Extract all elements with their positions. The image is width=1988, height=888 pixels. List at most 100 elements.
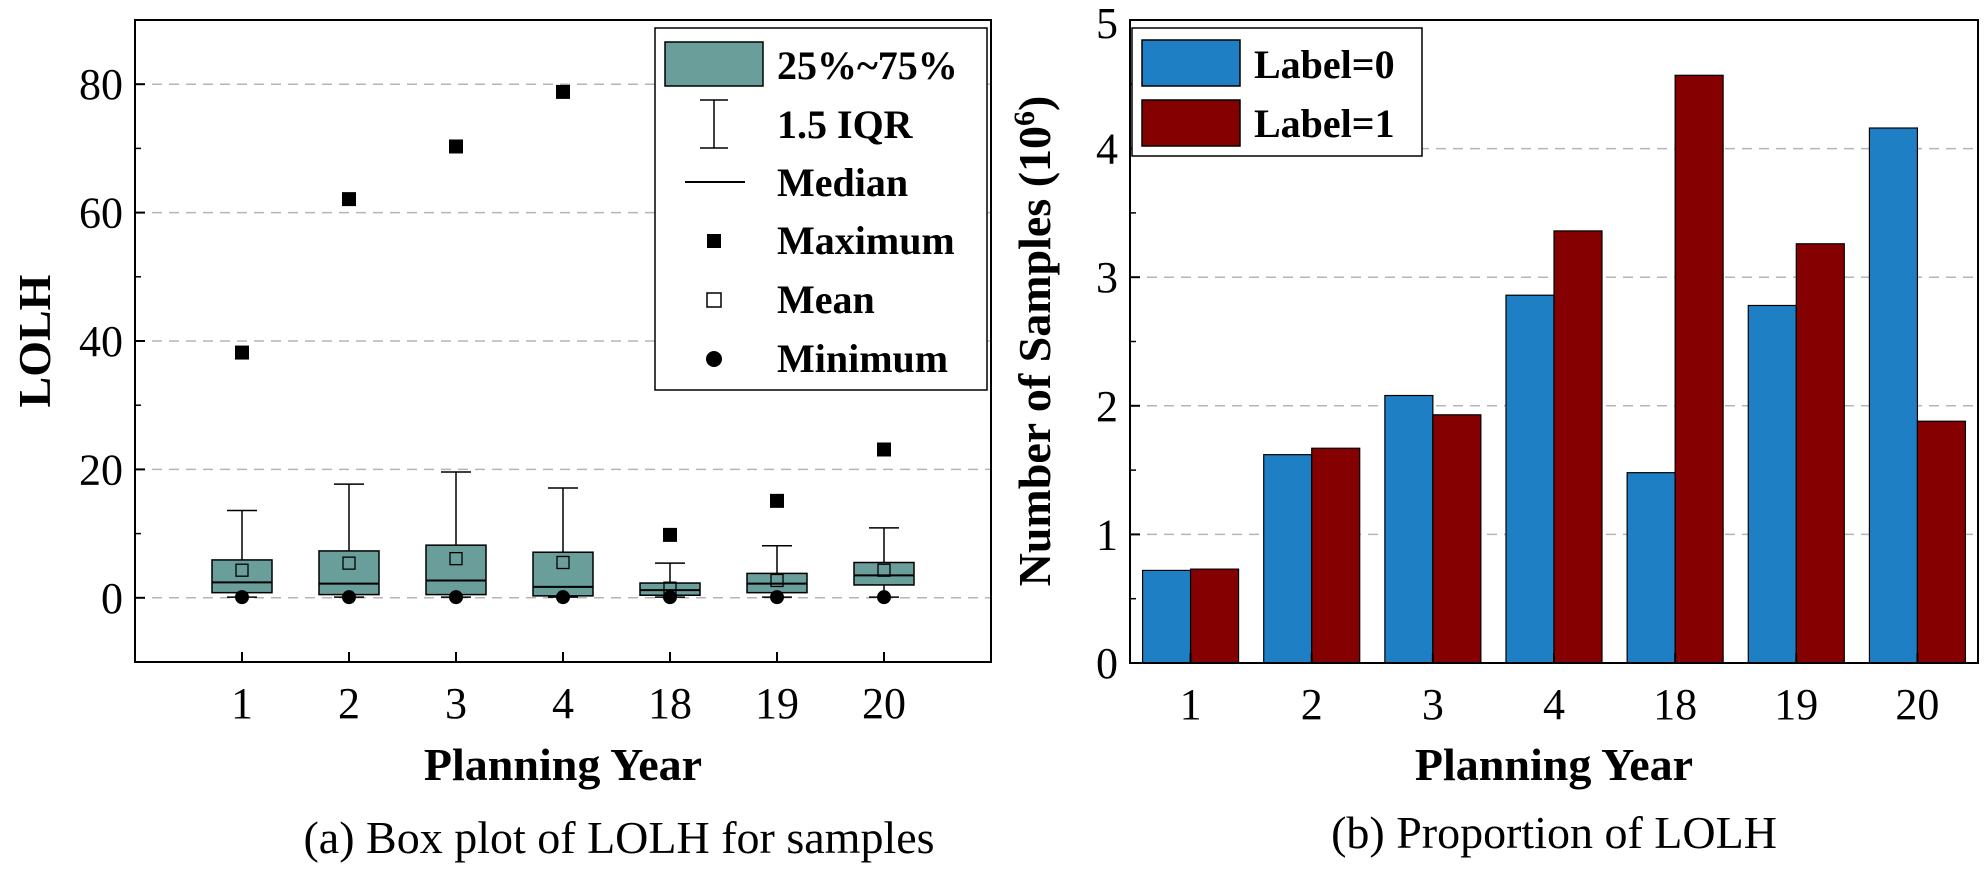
legend-swatch-mean	[706, 292, 722, 308]
minimum-marker	[556, 590, 570, 605]
y-tick-label: 20	[79, 445, 123, 494]
maximum-marker	[342, 192, 356, 207]
bar-label-1-year-19	[1795, 243, 1845, 664]
mean-marker	[342, 556, 356, 570]
maximum-marker	[770, 493, 784, 508]
box-year-20	[853, 442, 915, 605]
box-year-4	[532, 84, 594, 605]
y-tick-label: 40	[79, 317, 123, 366]
x-tick-label: 2	[1301, 680, 1323, 729]
legend-swatch-label-0	[1141, 39, 1241, 87]
y-axis: 0 20 40 60 80	[79, 60, 145, 623]
box-year-19	[746, 493, 808, 605]
y-axis-title: LOLH	[9, 274, 60, 407]
maximum-marker	[663, 527, 677, 542]
legend-label-0: Label=0	[1254, 42, 1395, 87]
x-tick-label: 18	[648, 679, 692, 728]
y-axis-title-end: )	[1009, 96, 1060, 111]
y-axis: 0 1 2 3 4 5	[1096, 0, 1140, 688]
x-tick-label: 19	[1774, 680, 1818, 729]
bar-label-0-year-19	[1747, 304, 1797, 664]
y-tick-label: 2	[1096, 382, 1118, 431]
legend-label-minimum: Minimum	[777, 336, 948, 381]
x-tick-label: 18	[1653, 680, 1697, 729]
minimum-marker	[342, 590, 356, 605]
x-tick-label: 3	[445, 679, 467, 728]
bar-label-1-year-1	[1189, 568, 1240, 664]
box-year-2	[318, 192, 380, 605]
x-tick-label: 1	[231, 679, 253, 728]
legend-label-1: Label=1	[1254, 101, 1395, 146]
mean-marker	[770, 573, 784, 588]
legend-swatch-label-1	[1141, 99, 1241, 147]
legend-label-whisker: 1.5 IQR	[777, 102, 914, 147]
iqr-box	[425, 544, 487, 596]
minimum-marker	[235, 590, 249, 605]
legend-swatch-iqr-box	[664, 41, 764, 87]
y-tick-label: 3	[1096, 253, 1118, 302]
bar-label-1-year-18	[1674, 74, 1724, 664]
box-year-1	[211, 345, 273, 605]
x-tick-label: 2	[338, 679, 360, 728]
bar-series	[1141, 74, 1967, 664]
legend-swatch-maximum	[707, 234, 721, 248]
maximum-marker	[449, 139, 463, 154]
y-tick-label: 0	[1096, 639, 1118, 688]
maximum-marker	[877, 442, 891, 457]
bar-label-0-year-2	[1263, 454, 1313, 664]
y-tick-label: 4	[1096, 125, 1118, 174]
y-tick-label: 5	[1096, 0, 1118, 48]
bar-label-1-year-20	[1916, 420, 1967, 664]
bar-label-0-year-4	[1505, 294, 1555, 664]
bar-label-0-year-18	[1626, 472, 1676, 664]
y-axis-title-text: Number of Samples (10	[1009, 126, 1060, 586]
panel-caption: (a) Box plot of LOLH for samples	[303, 812, 934, 863]
legend-label-mean: Mean	[777, 277, 875, 322]
minimum-marker	[770, 590, 784, 605]
bar-label-1-year-2	[1311, 447, 1361, 664]
y-tick-label: 80	[79, 60, 123, 109]
box-year-3	[425, 139, 487, 605]
minimum-marker	[663, 590, 677, 605]
x-axis-title: Planning Year	[424, 739, 702, 790]
x-tick-label: 4	[552, 679, 574, 728]
iqr-box	[853, 561, 915, 586]
x-tick-label: 20	[1895, 680, 1939, 729]
panel-caption: (b) Proportion of LOLH	[1331, 807, 1777, 858]
legend-swatch-whisker	[700, 99, 728, 149]
maximum-marker	[235, 345, 249, 360]
y-tick-label: 60	[79, 189, 123, 238]
mean-marker	[556, 555, 570, 570]
y-tick-label: 0	[101, 574, 123, 623]
legend-label-maximum: Maximum	[777, 218, 955, 263]
legend-label-iqr: 25%~75%	[777, 43, 958, 88]
maximum-marker	[556, 84, 570, 99]
x-tick-label: 3	[1422, 680, 1444, 729]
box-series	[211, 84, 915, 605]
y-axis-title-exponent: 6	[1008, 111, 1041, 126]
y-axis-title: Number of Samples (106)	[1008, 96, 1060, 587]
bar-chart-panel: 0 1 2 3 4 5 1 2 3 4 18 19 20 Number of Samples (106…	[1008, 0, 1979, 858]
x-tick-label: 4	[1543, 680, 1565, 729]
legend-swatch-minimum	[706, 351, 722, 367]
x-axis: 1 2 3 4 18 19 20	[231, 652, 906, 728]
minimum-marker	[449, 590, 463, 605]
mean-marker	[449, 551, 463, 566]
legend-label-median: Median	[777, 160, 908, 205]
bar-label-1-year-3	[1432, 414, 1482, 664]
box-year-18	[639, 527, 701, 605]
y-tick-label: 1	[1096, 510, 1118, 559]
bar-label-0-year-20	[1868, 127, 1919, 664]
bar-label-1-year-4	[1553, 230, 1603, 664]
iqr-box	[532, 551, 594, 597]
mean-marker	[235, 563, 249, 577]
x-tick-label: 19	[755, 679, 799, 728]
legend: Label=0 Label=1	[1131, 27, 1423, 157]
iqr-box	[318, 550, 380, 596]
bar-label-0-year-3	[1384, 394, 1434, 664]
bar-label-0-year-1	[1141, 569, 1192, 664]
x-axis: 1 2 3 4 18 19 20	[1180, 653, 1939, 729]
x-axis-title: Planning Year	[1415, 739, 1693, 790]
